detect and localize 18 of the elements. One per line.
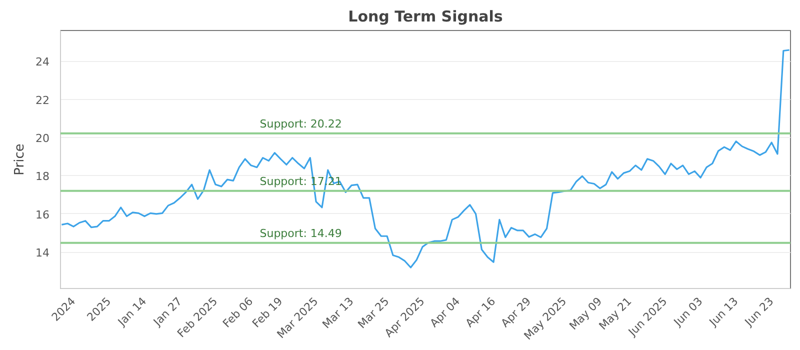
y-tick-label: 24 [36,56,50,69]
line-series [60,49,790,268]
chart-title: Long Term Signals [348,8,503,26]
y-tick-label: 22 [36,94,50,107]
y-tick-label: 16 [36,208,50,222]
x-tick-label: Apr 16 [463,294,498,330]
x-tick-label: Jun 23 [742,294,776,330]
ref-line-label: Support: 20.22 [260,117,342,130]
x-tick-label: Jun 13 [706,294,741,330]
x-tick-label: Apr 04 [428,294,463,330]
y-tick-label: 20 [36,132,50,146]
ref-line-label: Support: 14.49 [260,226,342,240]
x-tick-label: Jan 14 [114,294,150,330]
x-tick-label: Jun 03 [670,294,706,330]
y-tick-label: 18 [36,170,50,184]
x-tick-label: Mar 13 [320,294,356,332]
y-tick-label: 14 [36,246,50,260]
y-axis-title: Price [12,144,28,176]
